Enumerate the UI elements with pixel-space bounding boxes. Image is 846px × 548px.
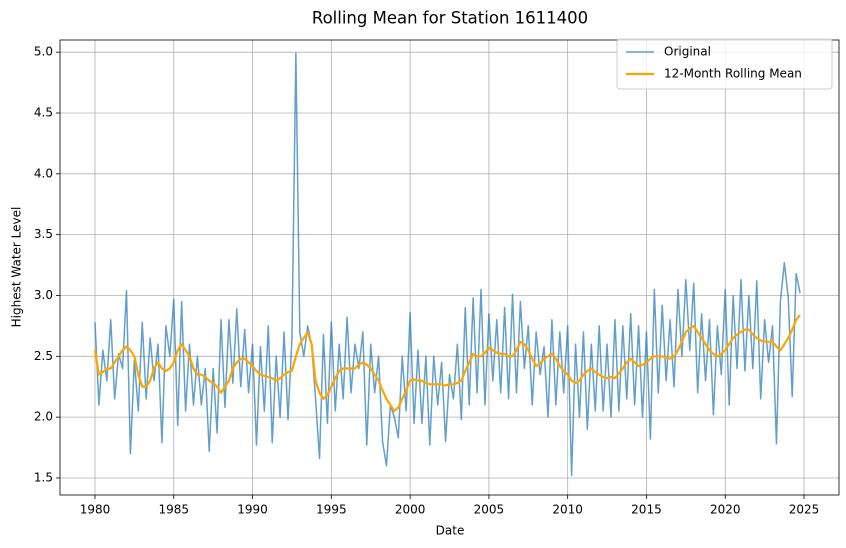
legend: Original 12-Month Rolling Mean [616, 38, 833, 90]
y-tick-label: 3.0 [34, 288, 53, 302]
series-line [93, 314, 801, 413]
y-tick-label: 4.0 [34, 166, 53, 180]
chart-title: Rolling Mean for Station 1611400 [312, 9, 588, 28]
x-tick-label: 2000 [395, 503, 426, 517]
series-line [94, 52, 801, 477]
x-tick-label: 2005 [474, 503, 505, 517]
y-tick-label: 2.0 [34, 410, 53, 424]
y-tick-label: 1.5 [34, 470, 53, 484]
x-tick-label: 1985 [158, 503, 189, 517]
x-tick-label: 2010 [552, 503, 583, 517]
x-tick-label: 2015 [631, 503, 662, 517]
x-tick-label: 1995 [316, 503, 347, 517]
y-tick-label: 2.5 [34, 349, 53, 363]
x-tick-label: 1980 [80, 503, 111, 517]
y-tick-label: 3.5 [34, 227, 53, 241]
x-axis-label: Date [436, 524, 465, 538]
y-tick-label: 4.5 [34, 105, 53, 119]
y-axis-label: Highest Water Level [10, 207, 24, 328]
x-tick-label: 2025 [789, 503, 820, 517]
y-tick-label: 5.0 [34, 45, 53, 59]
plot-frame [59, 39, 840, 496]
x-tick-label: 1990 [237, 503, 268, 517]
x-tick-label: 2020 [710, 503, 741, 517]
legend-box [616, 38, 833, 90]
legend-label: 12-Month Rolling Mean [664, 67, 802, 81]
legend-label: Original [664, 45, 711, 59]
